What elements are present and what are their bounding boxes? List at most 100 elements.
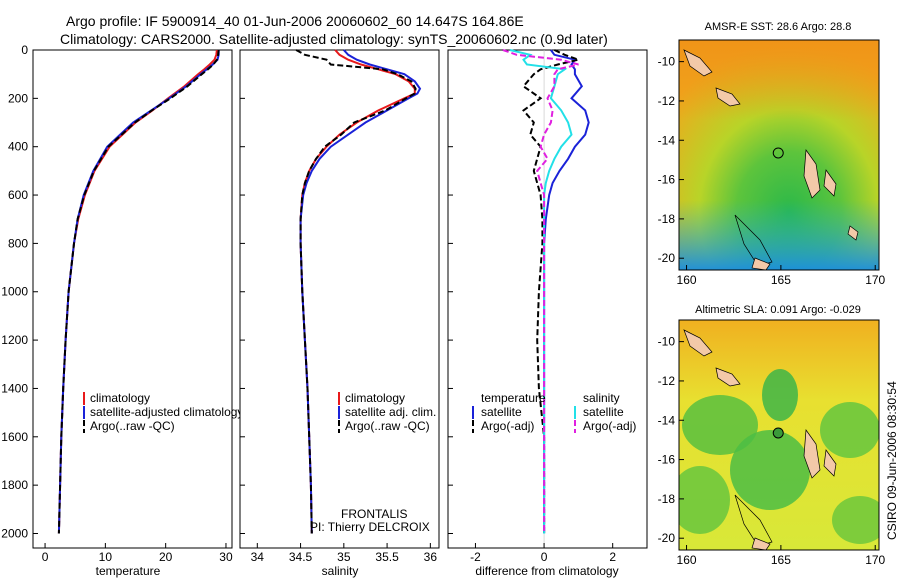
map-y-tick-label: -10 [658, 335, 676, 349]
x-tick-label: 10 [99, 550, 113, 564]
y-tick-label: 400 [8, 140, 28, 154]
x-tick-label: 35.5 [375, 550, 399, 564]
island-shape [823, 449, 837, 477]
map-x-tick-label: 160 [677, 273, 697, 287]
island-shape [715, 367, 741, 387]
sla-low-blob [679, 466, 730, 534]
figure-title-line2: Climatology: CARS2000. Satellite-adjuste… [60, 31, 608, 47]
island-shape [823, 169, 837, 197]
sla-map-frame [678, 319, 880, 551]
salinity-legend: climatology satellite adj. clim. Argo(..… [338, 391, 436, 433]
legend-label-satellite: satellite-adjusted climatology [90, 405, 243, 419]
map-x-tick-label: 165 [771, 553, 791, 567]
legend-label-climatology: climatology [90, 391, 150, 405]
map-x-tick-label: 165 [771, 273, 791, 287]
series-line-salinity-argo-adj- [502, 49, 579, 534]
x-tick-label: 34.5 [289, 550, 313, 564]
island-shape [683, 49, 713, 77]
legend-label-temp-argo: Argo(-adj) [481, 419, 534, 433]
sla-low-blob [730, 430, 810, 510]
temperature-xlabel: temperature [96, 564, 161, 578]
difference-legend: temperature salinity satellite Argo(-adj… [472, 391, 636, 433]
map-y-tick-label: -18 [658, 492, 676, 506]
island-shape [751, 257, 771, 270]
temperature-legend: climatology satellite-adjusted climatolo… [83, 391, 243, 433]
x-tick-label: 30 [219, 550, 233, 564]
salinity-panel: 34 34.5 35 35.5 36 salinity climatology sate… [239, 49, 440, 578]
map-y-tick-label: -14 [658, 133, 676, 147]
x-tick-label: 20 [159, 550, 173, 564]
island-shape [847, 225, 859, 241]
difference-xlabel: difference from climatology [475, 564, 618, 578]
sst-map-panel: AMSR-E SST: 28.6 Argo: 28.8 160 165 170 -1… [658, 21, 886, 287]
map-x-tick-label: 170 [865, 553, 885, 567]
island-shape [803, 149, 821, 199]
temperature-panel: 0 10 20 30 0 200 400 600 800 1000 1200 1400 1600 180… [1, 43, 243, 578]
y-tick-label: 600 [8, 188, 28, 202]
map-y-tick-label: -20 [658, 531, 676, 545]
figure-title-line1: Argo profile: IF 5900914_40 01-Jun-2006 … [66, 13, 524, 29]
y-tick-label: 1600 [1, 430, 28, 444]
side-stamp: CSIRO 09-Jun-2006 08:30:54 [885, 381, 899, 540]
profile-location-marker [772, 427, 784, 439]
legend-header-salinity: salinity [583, 391, 620, 405]
y-tick-label: 1000 [1, 285, 28, 299]
legend-header-temperature: temperature [481, 391, 546, 405]
legend-label-satellite: satellite adj. clim. [345, 405, 436, 419]
sla-low-blob [832, 496, 879, 544]
map-y-tick-label: -14 [658, 413, 676, 427]
sst-map-frame [678, 39, 880, 271]
series-line-satellite-adj-clim- [299, 49, 422, 534]
map-y-tick-label: -12 [658, 94, 676, 108]
x-tick-label: 0 [541, 550, 548, 564]
sla-low-blob [820, 402, 879, 458]
map-x-tick-label: 160 [677, 553, 697, 567]
island-shape [751, 537, 771, 550]
x-tick-label: 36 [424, 550, 438, 564]
legend-label-argo: Argo(..raw -QC) [90, 419, 175, 433]
map-y-tick-label: -20 [658, 251, 676, 265]
sst-cool-band [679, 200, 879, 270]
x-tick-label: -2 [470, 550, 481, 564]
map-x-tick-label: 170 [865, 273, 885, 287]
difference-panel: -2 0 2 difference from climatology tempera… [447, 49, 648, 578]
salinity-axes-box [239, 49, 440, 549]
series-line-argo-raw-qc- [295, 49, 417, 534]
map-y-tick-label: -10 [658, 55, 676, 69]
island-shape [715, 87, 741, 107]
island-shape [803, 429, 821, 479]
project-name: FRONTALIS [341, 507, 407, 521]
map-y-tick-label: -16 [658, 453, 676, 467]
y-tick-label: 800 [8, 236, 28, 250]
sla-map-title: Altimetric SLA: 0.091 Argo: -0.029 [695, 304, 861, 316]
map-y-tick-label: -18 [658, 212, 676, 226]
map-y-tick-label: -16 [658, 173, 676, 187]
y-tick-label: 0 [21, 43, 28, 57]
sst-warm-band [679, 40, 879, 120]
y-tick-label: 2000 [1, 526, 28, 540]
pi-name: PI: Thierry DELCROIX [310, 520, 430, 534]
island-shape [683, 329, 713, 357]
x-tick-label: 34 [251, 550, 265, 564]
difference-axes-box [447, 49, 648, 549]
y-tick-label: 1400 [1, 381, 28, 395]
legend-label-sal-argo: Argo(-adj) [583, 419, 636, 433]
profile-location-marker [772, 147, 784, 159]
salinity-xlabel: salinity [322, 564, 359, 578]
series-line-argo-raw-qc- [57, 49, 220, 534]
x-tick-label: 2 [609, 550, 616, 564]
series-line-temperature-argo-adj- [522, 49, 582, 534]
sla-low-blob [762, 369, 798, 421]
x-tick-label: 0 [42, 550, 49, 564]
x-tick-label: 35 [337, 550, 351, 564]
y-tick-label: 1200 [1, 333, 28, 347]
y-tick-label: 200 [8, 91, 28, 105]
temperature-axes-box [32, 49, 233, 549]
sst-map-title: AMSR-E SST: 28.6 Argo: 28.8 [705, 21, 852, 33]
sla-map-panel: Altimetric SLA: 0.091 Argo: -0.029 160 16… [658, 304, 886, 567]
sla-low-blob [682, 395, 758, 455]
y-tick-label: 1800 [1, 478, 28, 492]
legend-label-sal-satellite: satellite [583, 405, 624, 419]
map-y-tick-label: -12 [658, 374, 676, 388]
